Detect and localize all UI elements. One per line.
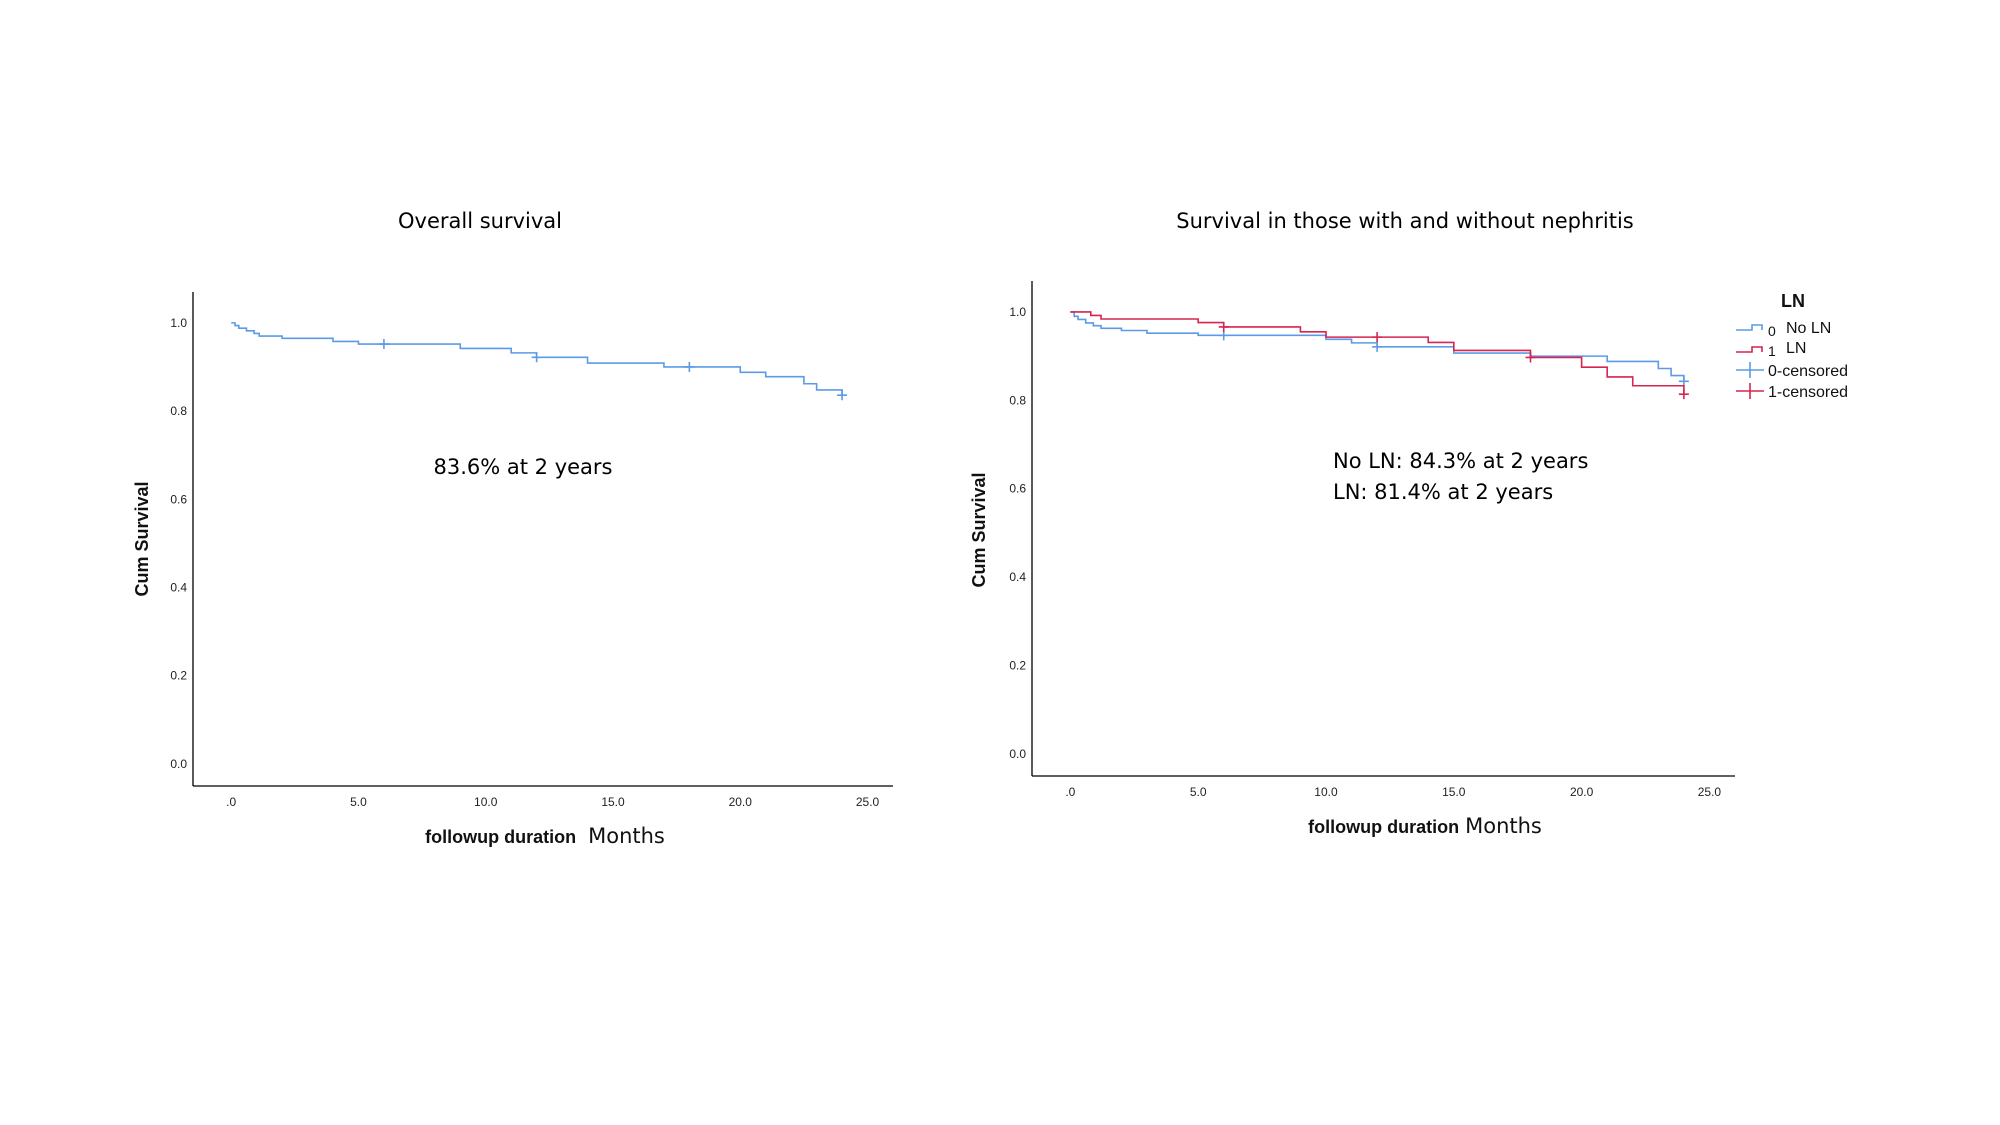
censor-mark bbox=[1678, 389, 1689, 400]
x-tick-labels: .0 5.0 10.0 15.0 20.0 25.0 bbox=[226, 795, 879, 809]
x-tick-label: .0 bbox=[1065, 785, 1075, 799]
legend-item-1-censored: 1-censored bbox=[1736, 383, 1848, 401]
x-tick-label: 25.0 bbox=[856, 795, 880, 809]
overall-survival-chart: Overall survival 0.0 0.2 0.4 0.6 0.8 1.0 .0 5.… bbox=[132, 209, 893, 848]
legend-item-no-ln: 0 No LN bbox=[1736, 320, 1831, 339]
legend-label: LN bbox=[1786, 340, 1806, 357]
censor-mark bbox=[837, 390, 848, 401]
censor-mark bbox=[1372, 332, 1383, 343]
y-tick-label: 0.2 bbox=[170, 669, 187, 683]
chart-title: Overall survival bbox=[398, 209, 562, 233]
legend-code: 1 bbox=[1768, 343, 1776, 359]
y-axis-label: Cum Survival bbox=[132, 481, 152, 596]
survival-curve-series-0 bbox=[231, 322, 843, 396]
legend-item-0-censored: 0-censored bbox=[1736, 362, 1848, 380]
x-axis-title: followup duration bbox=[425, 827, 576, 847]
y-tick-label: 0.6 bbox=[1009, 482, 1026, 496]
legend-censor-swatch bbox=[1736, 383, 1764, 399]
censor-mark bbox=[1372, 341, 1383, 352]
y-tick-label: 0.8 bbox=[1009, 393, 1026, 407]
x-axis-unit: Months bbox=[588, 824, 665, 848]
y-tick-label: 0.4 bbox=[170, 581, 187, 595]
y-tick-label: 0.4 bbox=[1009, 570, 1026, 584]
censor-mark bbox=[684, 361, 695, 372]
censor-mark bbox=[378, 339, 389, 350]
y-axis-label: Cum Survival bbox=[969, 472, 989, 587]
x-axis-title: followup duration bbox=[1308, 817, 1459, 837]
survival-curve-series-1 bbox=[1070, 311, 1685, 395]
legend-title: LN bbox=[1781, 291, 1805, 311]
x-tick-label: 5.0 bbox=[350, 795, 367, 809]
x-tick-label: 25.0 bbox=[1698, 785, 1722, 799]
censor-mark bbox=[1218, 330, 1229, 341]
x-axis-label: followup duration Months bbox=[425, 824, 665, 848]
y-tick-label: 0.0 bbox=[170, 757, 187, 771]
y-tick-label: 1.0 bbox=[170, 316, 187, 330]
legend-code: 0 bbox=[1768, 323, 1776, 339]
censor-mark bbox=[1678, 376, 1689, 387]
y-tick-label: 0.2 bbox=[1009, 659, 1026, 673]
legend-item-ln: 1 LN bbox=[1736, 340, 1806, 359]
ln-annotation: LN: 81.4% at 2 years bbox=[1333, 480, 1553, 504]
legend-line-swatch bbox=[1736, 324, 1763, 331]
y-tick-labels: 0.0 0.2 0.4 0.6 0.8 1.0 bbox=[1009, 305, 1026, 761]
y-tick-labels: 0.0 0.2 0.4 0.6 0.8 1.0 bbox=[170, 316, 187, 771]
censor-mark bbox=[1525, 352, 1536, 363]
y-tick-label: 0.0 bbox=[1009, 747, 1026, 761]
chart-title: Survival in those with and without nephr… bbox=[1176, 209, 1633, 233]
x-tick-label: 10.0 bbox=[1314, 785, 1338, 799]
legend: LN 0 No LN 1 LN 0-censored 1-censored bbox=[1736, 291, 1848, 401]
x-tick-label: 15.0 bbox=[601, 795, 625, 809]
x-tick-label: 20.0 bbox=[1570, 785, 1594, 799]
censor-mark bbox=[531, 352, 542, 363]
x-axis-label: followup duration Months bbox=[1308, 814, 1542, 838]
legend-label: No LN bbox=[1786, 320, 1831, 337]
legend-censor-swatch bbox=[1736, 362, 1764, 378]
x-tick-label: 5.0 bbox=[1190, 785, 1207, 799]
x-axis-unit: Months bbox=[1465, 814, 1542, 838]
legend-label: 1-censored bbox=[1768, 384, 1848, 401]
survival-curves bbox=[231, 322, 848, 401]
x-tick-label: 15.0 bbox=[1442, 785, 1466, 799]
no-ln-annotation: No LN: 84.3% at 2 years bbox=[1333, 449, 1588, 473]
y-tick-label: 0.8 bbox=[170, 404, 187, 418]
survival-annotation: 83.6% at 2 years bbox=[434, 455, 613, 479]
legend-label: 0-censored bbox=[1768, 363, 1848, 380]
x-tick-label: 20.0 bbox=[729, 795, 753, 809]
x-tick-label: .0 bbox=[226, 795, 236, 809]
legend-line-swatch bbox=[1736, 346, 1763, 353]
censor-mark bbox=[1218, 321, 1229, 332]
survival-curves bbox=[1070, 311, 1689, 400]
nephritis-survival-chart: Survival in those with and without nephr… bbox=[969, 209, 1848, 838]
x-tick-label: 10.0 bbox=[474, 795, 498, 809]
y-tick-label: 1.0 bbox=[1009, 305, 1026, 319]
x-tick-labels: .0 5.0 10.0 15.0 20.0 25.0 bbox=[1065, 785, 1721, 799]
y-tick-label: 0.6 bbox=[170, 492, 187, 506]
